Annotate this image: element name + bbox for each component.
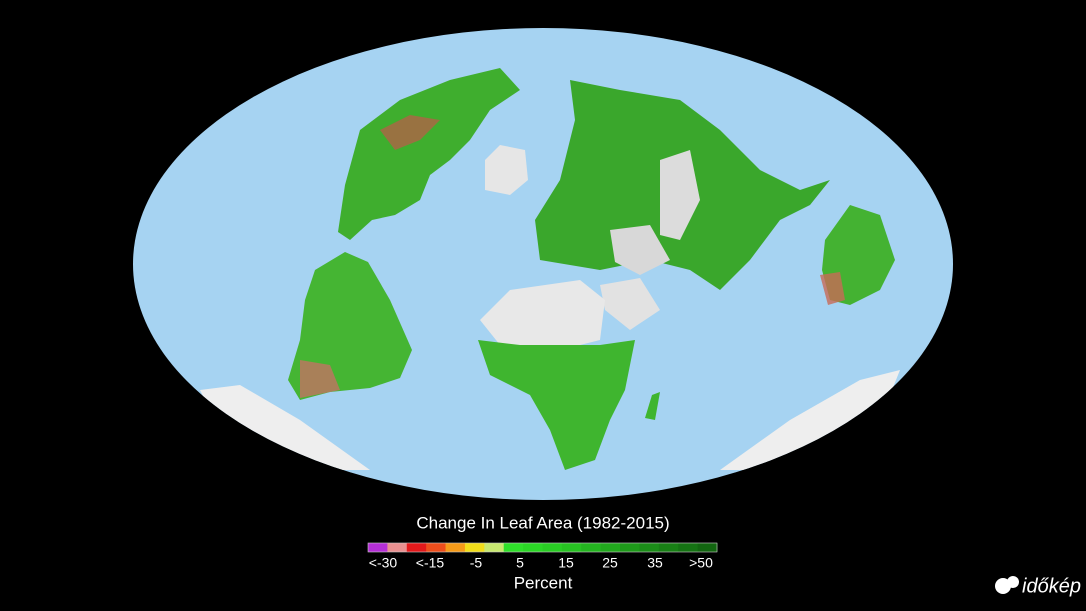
- decline-patch: [820, 272, 845, 305]
- legend-bar: [367, 542, 718, 553]
- logo-icon: [1007, 576, 1019, 588]
- arid-region: [610, 225, 670, 275]
- legend-unit: Percent: [514, 573, 573, 592]
- legend-swatch: [523, 543, 543, 552]
- legend-label: 5: [516, 555, 524, 571]
- north-america: [338, 68, 520, 240]
- greenland: [485, 145, 528, 195]
- sahara: [480, 280, 605, 350]
- madagascar: [645, 392, 660, 420]
- legend-swatch: [581, 543, 602, 552]
- africa: [478, 340, 635, 470]
- legend-swatch: [678, 543, 699, 552]
- legend-swatch: [620, 543, 640, 552]
- logo-text: időkép: [1022, 575, 1081, 597]
- land: [200, 68, 900, 470]
- legend-swatch: [484, 543, 505, 552]
- legend-swatch: [561, 543, 582, 552]
- antarctica: [200, 385, 370, 470]
- legend-swatch: [445, 543, 466, 552]
- legend-frame: [367, 542, 718, 553]
- decline-patch: [380, 115, 440, 150]
- legend-labels: <-30 <-15 -5 5 15 25 35 >50: [369, 555, 713, 571]
- legend-label: 25: [602, 555, 618, 571]
- antarctica: [720, 370, 900, 470]
- logo: időkép: [995, 575, 1081, 597]
- legend-swatch: [658, 543, 679, 552]
- legend-swatch: [503, 543, 524, 552]
- legend-swatch: [600, 543, 621, 552]
- legend-swatch: [639, 543, 660, 552]
- decline-patch: [300, 360, 340, 398]
- legend-swatch: [697, 543, 718, 552]
- legend-label: >50: [689, 555, 713, 571]
- legend-swatch: [406, 543, 427, 552]
- legend-label: <-30: [369, 555, 398, 571]
- south-america: [288, 252, 412, 400]
- legend-label: 15: [558, 555, 574, 571]
- legend-swatch: [542, 543, 563, 552]
- legend-label: 35: [647, 555, 663, 571]
- legend-title: Change In Leaf Area (1982-2015): [416, 513, 669, 532]
- legend-swatch: [368, 543, 388, 552]
- legend-swatch: [426, 543, 447, 552]
- arabia: [600, 278, 660, 330]
- legend-swatch: [387, 543, 408, 552]
- legend-swatch: [464, 543, 485, 552]
- arid-region: [660, 150, 700, 240]
- legend-label: <-15: [416, 555, 445, 571]
- legend-label: -5: [470, 555, 483, 571]
